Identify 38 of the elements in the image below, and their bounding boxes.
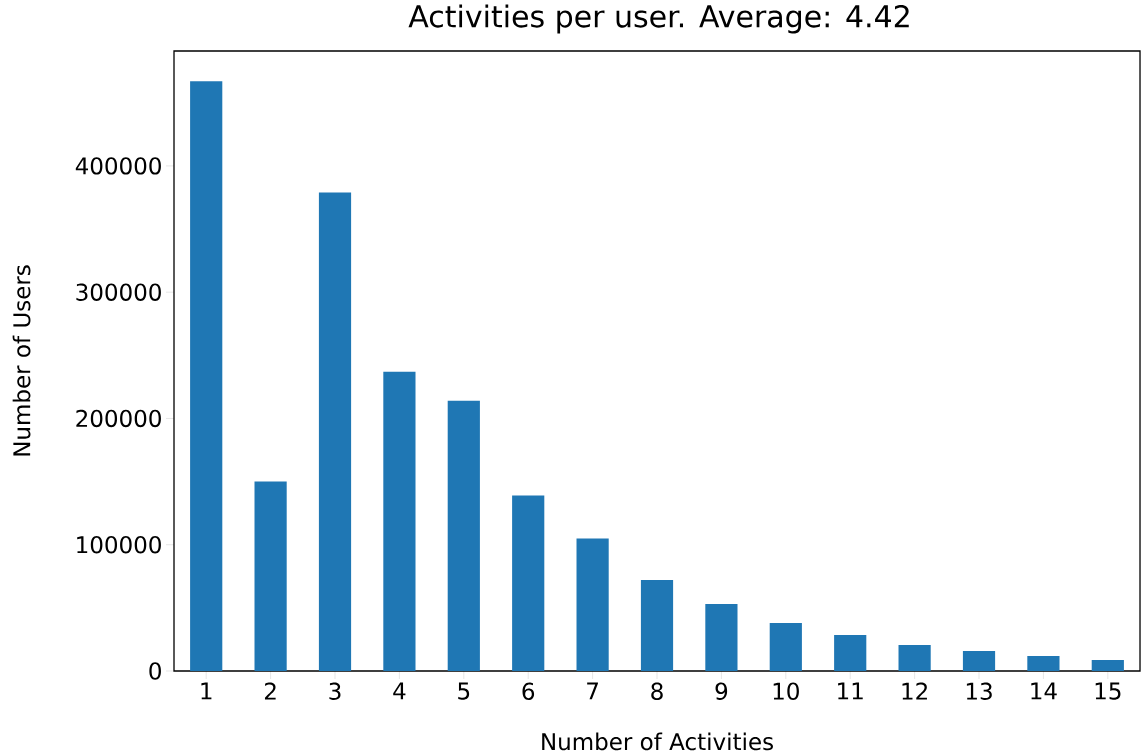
bar: [640, 580, 674, 671]
x-tick-label: 10: [773, 682, 799, 700]
x-tick-label: 12: [902, 682, 927, 700]
x-tick-label: 4: [393, 682, 406, 700]
x-tick-label: 5: [458, 682, 470, 700]
y-tick-label: 100000: [77, 536, 161, 554]
bar: [962, 651, 996, 671]
y-axis-title: Number of Users: [12, 265, 31, 456]
bar: [705, 604, 738, 671]
bar: [190, 81, 223, 671]
bar: [318, 192, 352, 671]
bar: [576, 538, 609, 671]
x-axis-title: Number of Activities: [542, 732, 773, 751]
x-tick-label: 11: [838, 682, 863, 700]
y-tick-label: 300000: [76, 283, 161, 301]
x-tick-label: 9: [715, 682, 728, 700]
bar: [898, 644, 931, 671]
x-tick-label: 3: [329, 682, 341, 700]
bar: [447, 400, 480, 671]
x-tick-label: 2: [264, 682, 276, 700]
x-tick-label: 13: [966, 682, 992, 700]
bar: [1027, 655, 1060, 671]
bar: [769, 623, 802, 671]
y-tick-label: 200000: [76, 409, 161, 428]
x-tick-label: 1: [201, 682, 212, 700]
x-tick-label: 7: [587, 682, 598, 700]
chart-title: Activities per user. Average: 4.42: [408, 4, 909, 34]
x-tick-label: 15: [1095, 682, 1121, 700]
bar: [834, 635, 867, 671]
bar: [512, 495, 545, 671]
x-tick-label: 14: [1031, 682, 1057, 700]
x-tick-label: 6: [522, 682, 535, 700]
bar: [1091, 660, 1124, 671]
x-tick-label: 8: [651, 682, 663, 700]
y-tick-label: 0: [149, 662, 161, 680]
y-tick-label: 400000: [75, 157, 161, 175]
bar: [254, 481, 287, 671]
bar: [383, 371, 416, 671]
